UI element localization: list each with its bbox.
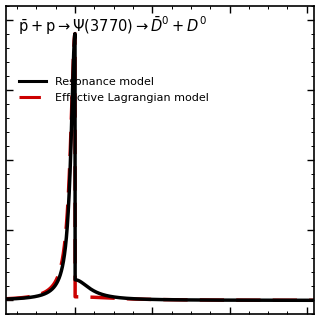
Legend: Resonance model, Effective Lagrangian model: Resonance model, Effective Lagrangian mo… [14,73,214,107]
Text: $\bar{\mathrm{p}} + \mathrm{p} \rightarrow \Psi(3770) \rightarrow \bar{D}^0 + D^: $\bar{\mathrm{p}} + \mathrm{p} \rightarr… [18,15,207,37]
